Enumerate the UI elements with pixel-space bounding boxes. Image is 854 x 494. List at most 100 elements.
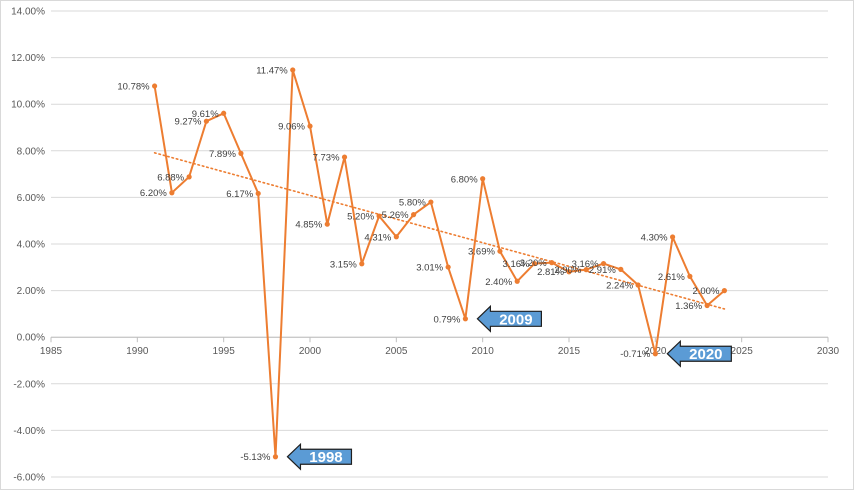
y-tick-label: 4.00% [17, 240, 45, 251]
data-label: 1.36% [675, 301, 702, 312]
data-point [152, 83, 158, 89]
x-tick-label: 1985 [40, 346, 63, 357]
y-tick-label: -4.00% [13, 426, 45, 437]
x-tick-label: 2015 [558, 346, 581, 357]
series-line [153, 68, 726, 458]
data-series [152, 67, 728, 460]
trendline [153, 152, 726, 310]
callout-label: 1998 [309, 449, 342, 466]
data-label: 7.73% [313, 153, 340, 164]
data-point [670, 234, 676, 240]
data-label: 6.20% [140, 188, 167, 199]
data-point [203, 118, 209, 124]
data-point [411, 212, 417, 218]
data-label: 2.00% [692, 286, 719, 297]
y-tick-label: -2.00% [13, 379, 45, 390]
data-label: 6.17% [226, 189, 253, 200]
data-label: 5.20% [347, 212, 374, 223]
data-point [600, 260, 607, 267]
x-tick-label: 2010 [472, 346, 495, 357]
data-label: 2.91% [589, 265, 616, 276]
x-tick-label: 2000 [299, 346, 322, 357]
x-tick-label: 1990 [126, 346, 149, 357]
data-label: 3.16% [572, 259, 599, 270]
data-label: 2.40% [485, 277, 512, 288]
data-point [393, 234, 399, 240]
data-label: 3.16% [503, 259, 530, 270]
data-label: 0.79% [433, 314, 460, 325]
data-point [307, 123, 313, 129]
y-tick-label: -6.00% [13, 473, 45, 484]
data-label: 6.88% [157, 172, 184, 183]
data-point [704, 302, 710, 309]
data-point [652, 351, 658, 357]
y-tick-label: 8.00% [17, 146, 45, 157]
data-point [428, 199, 434, 205]
data-point [272, 454, 279, 460]
data-point [480, 176, 486, 182]
data-point [186, 174, 192, 180]
data-label: 6.80% [451, 174, 478, 185]
x-tick-label: 2005 [385, 346, 408, 357]
data-point [376, 213, 382, 219]
data-label: 3.20% [520, 258, 547, 269]
data-point [221, 110, 227, 116]
data-label: 2.61% [658, 272, 685, 283]
data-label: 11.47% [256, 65, 288, 76]
data-label: 4.30% [641, 233, 668, 244]
y-tick-label: 10.00% [11, 100, 45, 111]
data-point [721, 288, 728, 294]
data-point [445, 264, 451, 270]
data-point [618, 266, 624, 272]
callout-arrow [286, 442, 353, 471]
data-point [238, 150, 244, 156]
data-label: 9.06% [278, 122, 305, 133]
data-label: 9.61% [192, 109, 219, 120]
data-point [169, 190, 175, 196]
x-tick-label: 2030 [817, 346, 840, 357]
data-label: 3.69% [468, 247, 495, 258]
y-tick-label: 0.00% [17, 333, 45, 344]
data-label: 3.01% [416, 263, 443, 274]
data-label: 4.31% [364, 232, 391, 243]
data-label: 2.81% [537, 267, 564, 278]
data-point [514, 278, 520, 284]
data-label: 2.90% [554, 265, 581, 276]
data-point [255, 190, 261, 197]
callout-arrow [476, 304, 542, 333]
data-label: 9.27% [174, 117, 201, 128]
y-tick-label: 14.00% [11, 7, 45, 18]
data-label: 3.15% [330, 259, 357, 270]
callouts: 1998 2009 2020 [286, 304, 732, 471]
data-point [359, 261, 365, 267]
data-label: -5.13% [240, 452, 271, 463]
data-label: 7.89% [209, 149, 236, 160]
data-point [290, 67, 296, 73]
data-point [341, 154, 348, 160]
trendline-line [153, 152, 726, 310]
axes: 14.00% 12.00% 10.00% 8.00% 6.00% 4.00% 2.00% 0.… [11, 7, 839, 484]
data-point [687, 273, 693, 279]
y-tick-label: 6.00% [17, 193, 45, 204]
data-point [635, 282, 641, 288]
data-label: 2.24% [606, 281, 633, 292]
data-point [497, 248, 503, 254]
data-point [549, 260, 555, 266]
data-label: 4.85% [295, 220, 322, 231]
y-tick-label: 2.00% [17, 286, 45, 297]
data-point [462, 316, 468, 322]
data-label: -0.71% [620, 349, 651, 360]
data-point [324, 221, 330, 227]
data-label: 5.80% [399, 198, 426, 209]
data-labels: 10.78% 6.20% 6.88% 9.27%9.61% 7.89% 6.17% -5.1… [117, 65, 720, 463]
callout-label: 2020 [689, 346, 722, 363]
x-tick-label: 1995 [213, 346, 236, 357]
callout-arrow [666, 339, 732, 368]
gridlines [51, 10, 828, 478]
data-point [583, 267, 589, 273]
y-tick-label: 12.00% [11, 53, 45, 64]
data-label: 10.78% [117, 82, 150, 93]
data-label: 5.26% [382, 210, 409, 221]
